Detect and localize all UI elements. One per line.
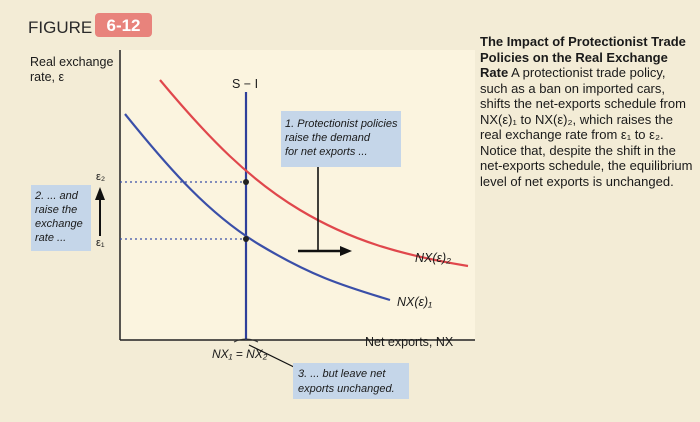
epsilon2-tick: ε₂ <box>96 171 105 183</box>
annotation-3-line2: exports unchanged. <box>298 383 395 395</box>
nx1-curve <box>124 113 391 302</box>
annotation-1-line2: raise the demand <box>285 132 371 144</box>
rate-rise-arrow-head <box>95 187 105 200</box>
shift-arrow-head <box>340 246 352 256</box>
annotation-2-line4: rate ... <box>35 232 66 244</box>
caption-title: The Impact of Protectionist Trade Polici… <box>480 34 686 80</box>
caption-body: A protectionist trade policy, such as a … <box>480 65 693 189</box>
annotation-box-3 <box>293 363 409 399</box>
annotation-2-line1: 2. ... and <box>34 190 79 202</box>
y-axis-label-line1: Real exchange <box>30 55 113 69</box>
equilibrium-point-2 <box>243 179 249 185</box>
annotation-box-2 <box>31 185 91 251</box>
figure-caption: The Impact of Protectionist Trade Polici… <box>480 34 694 189</box>
annotation-3-line1: 3. ... but leave net <box>298 368 386 380</box>
x-tick-brace <box>233 338 259 343</box>
y-axis-label-line2: rate, ε <box>30 70 64 84</box>
annotation-box-1 <box>281 111 401 167</box>
nx2-label: NX(ε)₂ <box>415 251 451 265</box>
x-axis-label: Net exports, NX <box>365 335 454 349</box>
x-tick-label: NX₁ = NX₂ <box>212 347 268 361</box>
nx2-curve <box>159 79 469 268</box>
graph-panel <box>120 50 475 340</box>
annotation-2-line2: raise the <box>35 204 77 216</box>
figure-number: 6-12 <box>106 16 140 35</box>
annotation-3-pointer <box>248 344 301 371</box>
annotation-1-line1: 1. Protectionist policies <box>285 118 398 130</box>
figure-number-badge <box>95 13 152 37</box>
equilibrium-point-1 <box>243 236 249 242</box>
annotation-2-line3: exchange <box>35 218 83 230</box>
epsilon1-tick: ε₁ <box>96 237 105 249</box>
annotation-1-line3: for net exports ... <box>285 146 368 158</box>
saving-investment-label: S − I <box>232 77 258 91</box>
figure-label-word: FIGURE <box>28 18 92 37</box>
nx1-label: NX(ε)₁ <box>397 295 432 309</box>
